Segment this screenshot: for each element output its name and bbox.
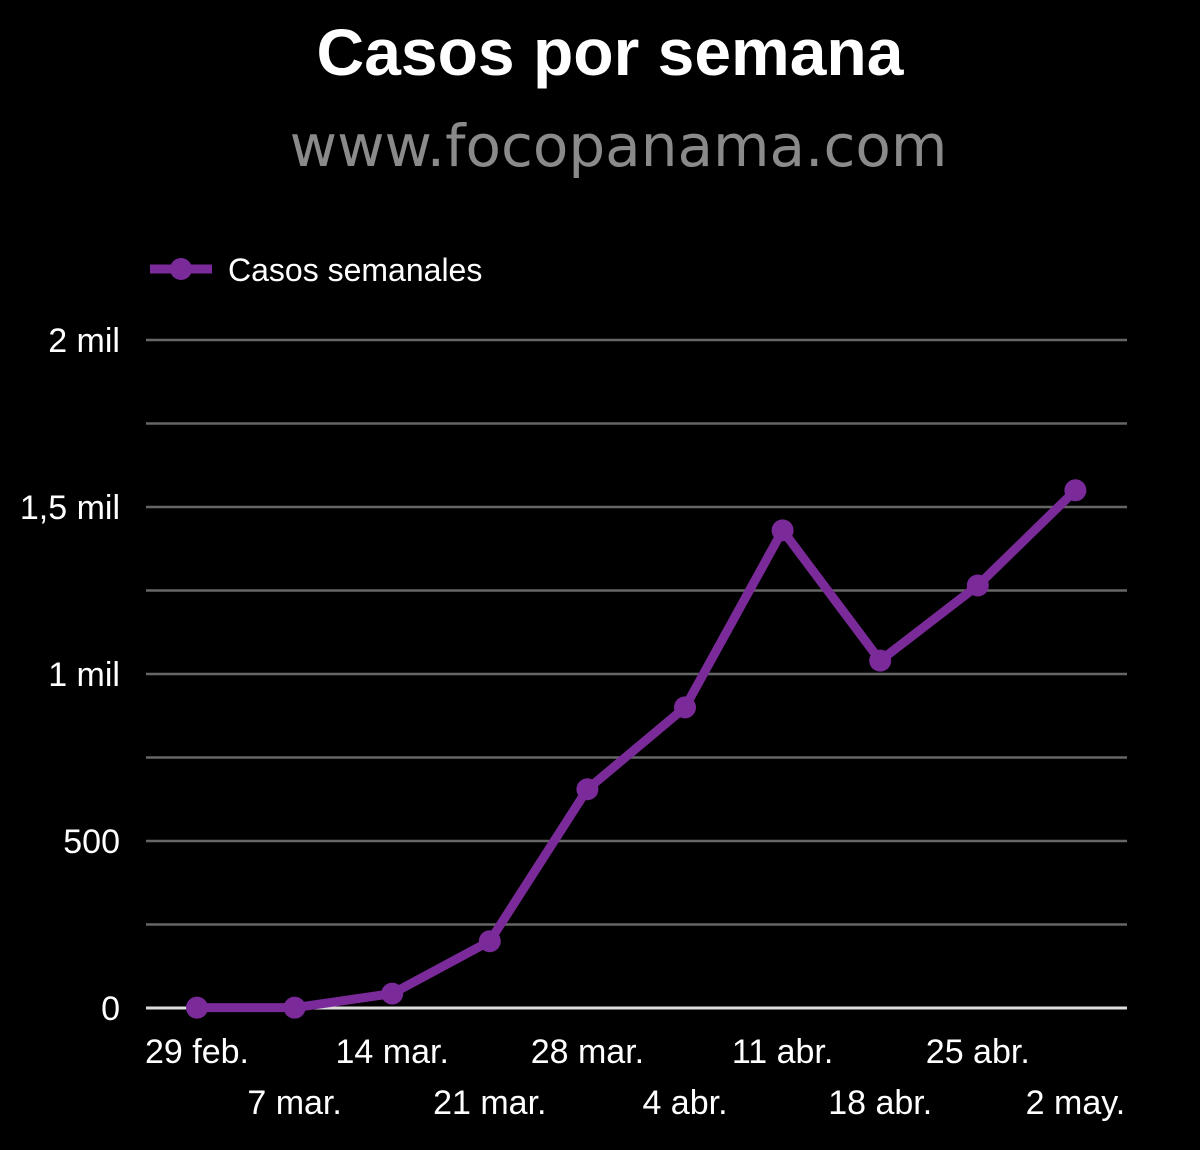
chart-subtitle: www.focopanama.com xyxy=(289,112,948,180)
data-point xyxy=(966,574,989,597)
legend-swatch-marker xyxy=(170,258,192,280)
x-tick-label: 2 may. xyxy=(1026,1084,1126,1122)
y-tick-label: 1 mil xyxy=(48,656,120,694)
y-tick-label: 0 xyxy=(101,990,120,1028)
x-tick-label: 21 mar. xyxy=(433,1084,546,1122)
x-tick-label: 7 mar. xyxy=(247,1084,341,1122)
legend-label: Casos semanales xyxy=(228,252,482,288)
data-point xyxy=(1064,479,1087,502)
data-point xyxy=(381,982,404,1005)
data-point xyxy=(186,996,208,1019)
x-tick-label: 18 abr. xyxy=(828,1084,932,1122)
y-tick-label: 1,5 mil xyxy=(20,489,120,527)
data-point xyxy=(674,696,696,719)
x-tick-label: 29 feb. xyxy=(145,1033,249,1071)
data-point xyxy=(283,996,306,1019)
data-point xyxy=(478,930,501,953)
x-tick-label: 11 abr. xyxy=(732,1033,833,1071)
data-point xyxy=(576,778,599,801)
y-tick-label: 2 mil xyxy=(48,322,120,360)
chart-title: Casos por semana xyxy=(316,15,904,89)
x-tick-label: 4 abr. xyxy=(642,1084,727,1122)
x-tick-label: 14 mar. xyxy=(336,1033,449,1071)
y-tick-label: 500 xyxy=(63,823,120,861)
x-tick-label: 25 abr. xyxy=(926,1033,1030,1071)
data-point xyxy=(869,649,892,672)
x-tick-label: 28 mar. xyxy=(531,1033,644,1071)
data-point xyxy=(771,519,794,542)
series-line xyxy=(192,485,1080,1013)
